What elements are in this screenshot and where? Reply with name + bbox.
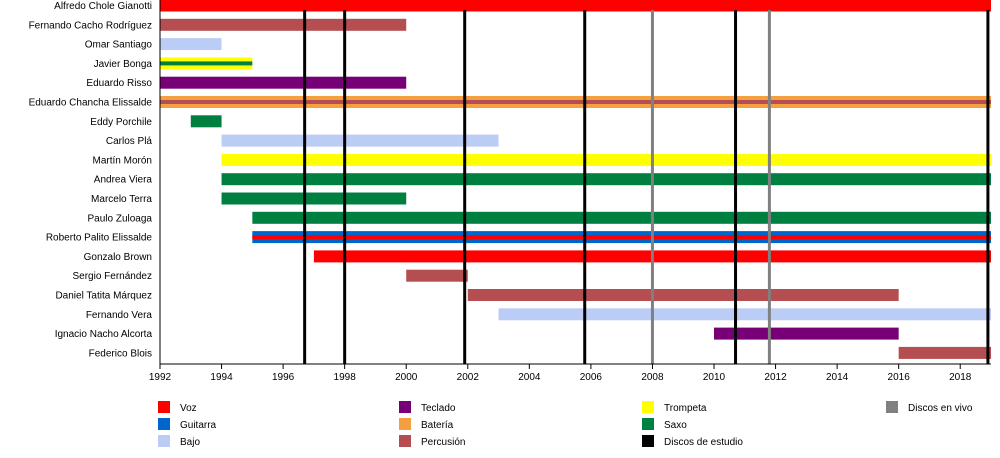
member-name: Carlos Plá [106, 136, 153, 147]
bar-percusion [467, 289, 899, 301]
member-name: Federico Blois [89, 348, 152, 359]
bar-percusion [160, 18, 407, 31]
tick-label: 2000 [395, 372, 418, 383]
album-release-lines [303, 10, 990, 364]
bar-voz [160, 0, 991, 12]
tick-label: 1992 [149, 372, 172, 383]
member-name: Martín Morón [93, 155, 152, 166]
bar-percusion [406, 269, 468, 282]
legend-label-estudio: Discos de estudio [664, 437, 743, 448]
member-name: Eduardo Risso [86, 78, 152, 89]
tick-label: 2010 [703, 372, 726, 383]
bar-saxo [190, 115, 222, 128]
legend-swatch-trompeta [642, 401, 654, 413]
member-name: Fernando Vera [86, 310, 153, 321]
legend-swatch-voz [158, 401, 170, 413]
member-names: Alfredo Chole Gianotti Fernando Cacho Rod… [29, 1, 153, 359]
tick-label: 2018 [949, 372, 972, 383]
bar-voz [252, 235, 992, 240]
legend-label-trompeta: Trompeta [664, 403, 707, 414]
legend-label-bateria: Batería [421, 420, 454, 431]
x-axis: 1992 1994 1996 1998 2000 2002 2004 2006 2008 2010… [149, 0, 991, 383]
member-name: Marcelo Terra [91, 194, 152, 205]
legend-label-bajo: Bajo [180, 437, 200, 448]
tick-label: 2016 [888, 372, 911, 383]
legend-swatch-vivo [886, 401, 898, 413]
legend-label-vivo: Discos en vivo [908, 403, 973, 414]
member-name: Fernando Cacho Rodríguez [29, 20, 152, 31]
tick-label: 2008 [641, 372, 664, 383]
bar-teclado [160, 76, 407, 89]
legend-swatch-guitarra [158, 418, 170, 430]
bar-saxo [252, 211, 992, 224]
bar-saxo [221, 192, 407, 205]
legend-swatch-bateria [399, 418, 411, 430]
tick-label: 1996 [272, 372, 295, 383]
member-name: Paulo Zuloaga [88, 213, 153, 224]
bar-percusion [160, 100, 991, 104]
legend-label-teclado: Teclado [421, 403, 456, 414]
bar-bajo [221, 134, 499, 147]
tick-label: 2002 [457, 372, 480, 383]
bar-bajo [498, 308, 991, 321]
bar-trompeta [221, 153, 992, 166]
legend-label-guitarra: Guitarra [180, 420, 217, 431]
bar-saxo [160, 61, 253, 66]
member-name: Ignacio Nacho Alcorta [55, 329, 153, 340]
legend-swatch-saxo [642, 418, 654, 430]
bar-teclado [714, 327, 899, 340]
tick-label: 2012 [764, 372, 787, 383]
legend-label-saxo: Saxo [664, 420, 687, 431]
member-name: Gonzalo Brown [84, 252, 152, 263]
tick-label: 2004 [518, 372, 541, 383]
member-name: Alfredo Chole Gianotti [54, 1, 152, 12]
legend: Voz Guitarra Bajo Teclado Batería Percusión Tr… [158, 401, 973, 448]
tick-label: 1998 [334, 372, 357, 383]
tick-label: 2006 [580, 372, 603, 383]
legend-swatch-estudio [642, 435, 654, 447]
member-name: Daniel Tatita Márquez [55, 291, 152, 302]
bar-saxo [221, 173, 992, 186]
member-bars [160, 0, 992, 359]
legend-label-voz: Voz [180, 403, 197, 414]
legend-swatch-teclado [399, 401, 411, 413]
bar-percusion [898, 346, 991, 359]
member-name: Eduardo Chancha Elissalde [29, 98, 153, 109]
tick-label: 2014 [826, 372, 849, 383]
member-name: Omar Santiago [85, 40, 153, 51]
member-name: Andrea Viera [94, 175, 153, 186]
legend-label-percusion: Percusión [421, 437, 465, 448]
bar-bajo [160, 38, 222, 51]
member-name: Eddy Porchile [90, 117, 152, 128]
member-name: Javier Bonga [94, 59, 153, 70]
member-name: Roberto Palito Elissalde [46, 233, 153, 244]
tick-label: 1994 [210, 372, 233, 383]
member-name: Sergio Fernández [73, 271, 153, 282]
legend-swatch-percusion [399, 435, 411, 447]
legend-swatch-bajo [158, 435, 170, 447]
